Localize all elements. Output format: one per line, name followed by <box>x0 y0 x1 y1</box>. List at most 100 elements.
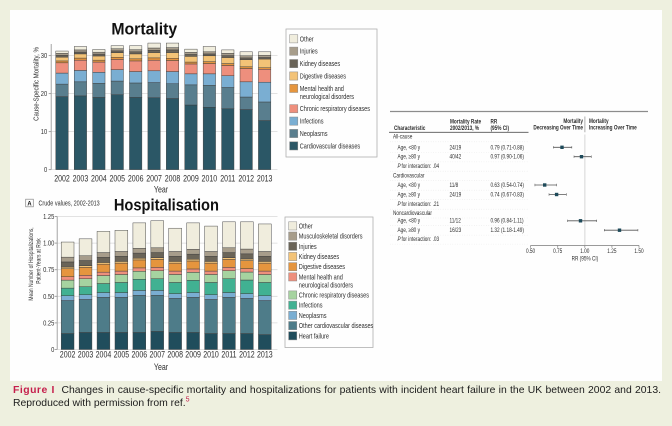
svg-text:Neoplasms: Neoplasms <box>299 312 327 320</box>
svg-text:2010: 2010 <box>202 173 218 183</box>
svg-text:Crude values, 2002-2013: Crude values, 2002-2013 <box>39 200 101 208</box>
svg-text:2007: 2007 <box>146 173 162 183</box>
svg-text:2012: 2012 <box>239 349 255 359</box>
svg-text:0.50: 0.50 <box>43 293 54 301</box>
svg-text:Age, <80 y: Age, <80 y <box>398 145 421 152</box>
svg-text:2005: 2005 <box>109 173 125 183</box>
svg-text:Mean Number of Hospitalization: Mean Number of Hospitalizations, <box>28 227 35 301</box>
svg-text:RR (95% CI): RR (95% CI) <box>572 256 599 263</box>
svg-text:16/23: 16/23 <box>450 227 462 234</box>
svg-text:2002: 2002 <box>54 173 70 183</box>
svg-text:2007: 2007 <box>149 349 165 359</box>
svg-text:0.79 (0.71-0.88): 0.79 (0.71-0.88) <box>490 145 524 152</box>
svg-text:Cause-Specific Mortality, %: Cause-Specific Mortality, % <box>33 47 40 121</box>
svg-text:Year: Year <box>154 185 168 195</box>
svg-text:Neoplasms: Neoplasms <box>300 130 328 138</box>
svg-text:Noncardiovascular: Noncardiovascular <box>393 210 432 217</box>
svg-text:Infections: Infections <box>299 302 323 310</box>
svg-text:0.63 (0.54-0.74): 0.63 (0.54-0.74) <box>490 182 524 189</box>
svg-text:1.32 (1.18-1.49): 1.32 (1.18-1.49) <box>490 227 524 234</box>
svg-text:Musculoskeletal disorders: Musculoskeletal disorders <box>299 233 363 241</box>
svg-text:A: A <box>27 200 32 207</box>
svg-text:2002: 2002 <box>60 349 76 359</box>
svg-text:2003: 2003 <box>73 173 89 183</box>
svg-text:Cardiovascular diseases: Cardiovascular diseases <box>300 143 361 151</box>
svg-text:Chronic respiratory diseases: Chronic respiratory diseases <box>299 292 370 300</box>
svg-text:2008: 2008 <box>167 349 183 359</box>
svg-text:Mortality: Mortality <box>111 20 177 38</box>
svg-text:P: P <box>398 163 401 170</box>
svg-text:1.00: 1.00 <box>43 240 54 248</box>
svg-text:Age, ≥80 y: Age, ≥80 y <box>398 227 421 234</box>
svg-text:2005: 2005 <box>114 349 130 359</box>
svg-text:24/19: 24/19 <box>450 145 462 152</box>
svg-text:1.25: 1.25 <box>607 249 616 256</box>
svg-text:Heart failure: Heart failure <box>299 333 329 341</box>
svg-text:Mortality Rate: Mortality Rate <box>450 119 481 126</box>
svg-text:Mortality: Mortality <box>563 118 583 125</box>
svg-text:Other: Other <box>299 223 314 231</box>
svg-text:2009: 2009 <box>183 173 199 183</box>
svg-text:P: P <box>398 201 401 208</box>
svg-text:Age, <80 y: Age, <80 y <box>398 182 421 189</box>
svg-text:0.75: 0.75 <box>43 267 54 275</box>
svg-text:2006: 2006 <box>128 173 144 183</box>
svg-text:0: 0 <box>51 346 54 354</box>
svg-text:2006: 2006 <box>132 349 148 359</box>
svg-text:30: 30 <box>41 53 48 61</box>
svg-text:RR: RR <box>490 119 497 126</box>
svg-text:2011: 2011 <box>220 173 236 183</box>
svg-text:2012: 2012 <box>238 173 254 183</box>
svg-text:0.50: 0.50 <box>526 249 535 256</box>
svg-text:2013: 2013 <box>257 349 273 359</box>
svg-text:Hospitalisation: Hospitalisation <box>114 197 219 215</box>
svg-text:Age, ≥80 y: Age, ≥80 y <box>398 192 421 199</box>
svg-text:(95% CI): (95% CI) <box>490 125 509 132</box>
svg-text:1.25: 1.25 <box>43 213 54 221</box>
svg-text:for interaction: .21: for interaction: .21 <box>402 201 440 208</box>
svg-text:neurological disorders: neurological disorders <box>300 93 355 101</box>
svg-text:Patient-Years at Risk: Patient-Years at Risk <box>36 238 43 283</box>
svg-text:2002/2013, %: 2002/2013, % <box>450 125 479 132</box>
svg-text:P: P <box>398 236 401 243</box>
svg-text:Injuries: Injuries <box>299 243 317 251</box>
svg-text:Year: Year <box>154 362 168 372</box>
svg-text:Cardiovascular: Cardiovascular <box>393 173 425 180</box>
svg-text:2008: 2008 <box>165 173 181 183</box>
svg-text:for interaction: .04: for interaction: .04 <box>402 163 440 170</box>
svg-text:0: 0 <box>44 167 47 175</box>
svg-text:0.97 (0.90-1.06): 0.97 (0.90-1.06) <box>490 154 524 161</box>
svg-text:0.96 (0.84-1.11): 0.96 (0.84-1.11) <box>490 218 523 225</box>
svg-text:2003: 2003 <box>78 349 94 359</box>
svg-text:11/8: 11/8 <box>450 182 459 189</box>
svg-text:2004: 2004 <box>96 349 112 359</box>
svg-text:Infections: Infections <box>300 118 324 126</box>
svg-text:1.50: 1.50 <box>634 249 643 256</box>
svg-text:Injuries: Injuries <box>300 48 318 56</box>
svg-text:40/42: 40/42 <box>450 154 462 161</box>
svg-text:2004: 2004 <box>91 173 107 183</box>
svg-text:Other cardiovascular diseases: Other cardiovascular diseases <box>299 322 374 330</box>
svg-text:1.00: 1.00 <box>580 249 589 256</box>
svg-text:11/12: 11/12 <box>450 218 461 225</box>
svg-text:0.75: 0.75 <box>553 249 562 256</box>
svg-text:Mental health and: Mental health and <box>300 85 344 93</box>
svg-text:Mortality: Mortality <box>589 118 609 125</box>
svg-text:Digestive diseases: Digestive diseases <box>299 264 346 272</box>
svg-text:Age, ≥80 y: Age, ≥80 y <box>398 154 421 161</box>
svg-text:0.74 (0.67-0.83): 0.74 (0.67-0.83) <box>490 192 524 199</box>
svg-text:2010: 2010 <box>203 349 219 359</box>
svg-text:Characteristic: Characteristic <box>394 125 425 132</box>
svg-text:for interaction: .03: for interaction: .03 <box>402 236 440 243</box>
svg-text:Kidney diseases: Kidney diseases <box>300 60 341 68</box>
svg-text:Digestive diseases: Digestive diseases <box>300 73 347 81</box>
svg-text:Increasing Over Time: Increasing Over Time <box>589 125 637 132</box>
svg-text:2011: 2011 <box>221 349 237 359</box>
svg-text:Age, <80 y: Age, <80 y <box>398 218 421 225</box>
svg-text:24/19: 24/19 <box>450 192 462 199</box>
svg-text:2009: 2009 <box>185 349 201 359</box>
svg-text:Chronic respiratory diseases: Chronic respiratory diseases <box>300 106 371 114</box>
svg-text:20: 20 <box>41 91 48 99</box>
svg-text:Mental health and: Mental health and <box>299 274 343 282</box>
svg-text:2013: 2013 <box>257 173 273 183</box>
